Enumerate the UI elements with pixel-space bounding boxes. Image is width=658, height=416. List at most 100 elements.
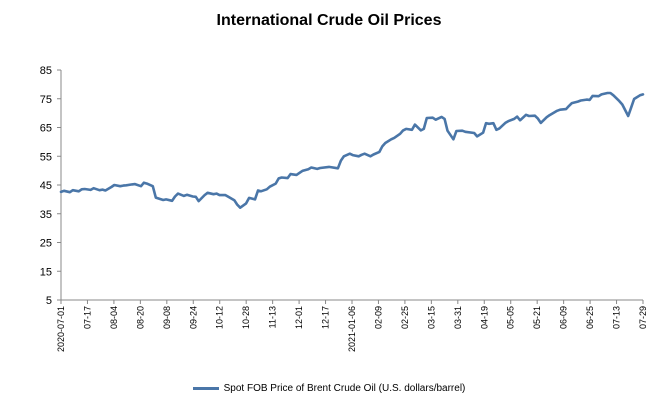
- data-point: [516, 116, 518, 118]
- data-point: [452, 138, 454, 140]
- data-point: [352, 154, 354, 156]
- data-point: [146, 183, 148, 185]
- data-point: [171, 200, 173, 202]
- data-point: [461, 130, 463, 132]
- y-tick-label: 75: [40, 94, 52, 106]
- data-point: [370, 155, 372, 157]
- data-point: [81, 188, 83, 190]
- data-point: [528, 115, 530, 117]
- data-point: [162, 199, 164, 201]
- data-point: [473, 132, 475, 134]
- x-tick-label: 06-09: [559, 306, 569, 329]
- data-point: [414, 124, 416, 126]
- chart-title: International Crude Oil Prices: [216, 12, 442, 29]
- data-point: [125, 184, 127, 186]
- x-tick-label: 07-17: [82, 306, 92, 329]
- y-tick-label: 85: [40, 65, 52, 77]
- series-line-brent: [59, 91, 645, 209]
- y-tick-label: 25: [40, 238, 52, 250]
- data-point: [269, 186, 271, 188]
- x-tick-label: 07-13: [612, 306, 622, 329]
- x-tick-label: 07-29: [638, 306, 648, 329]
- data-point: [63, 190, 65, 192]
- data-point: [633, 98, 635, 100]
- x-tick-label: 09-24: [188, 306, 198, 329]
- data-point: [337, 167, 339, 169]
- data-point: [559, 109, 561, 111]
- x-tick-label: 02-25: [400, 306, 410, 329]
- data-point: [411, 129, 413, 131]
- data-point: [174, 196, 176, 198]
- x-tick-label: 03-31: [453, 306, 463, 329]
- data-point: [198, 200, 200, 202]
- data-point: [476, 135, 478, 137]
- data-point: [423, 128, 425, 130]
- data-point: [266, 188, 268, 190]
- data-point: [504, 122, 506, 124]
- data-point: [612, 94, 614, 96]
- x-tick-label: 06-25: [585, 306, 595, 329]
- y-tick-label: 45: [40, 180, 52, 192]
- x-tick-label: 09-08: [162, 306, 172, 329]
- data-point: [104, 190, 106, 192]
- data-point: [435, 119, 437, 121]
- data-point: [534, 115, 536, 117]
- data-point: [464, 131, 466, 133]
- data-point: [618, 100, 620, 102]
- data-point: [492, 122, 494, 124]
- data-point: [639, 94, 641, 96]
- data-point: [609, 92, 611, 94]
- data-point: [183, 195, 185, 197]
- data-point: [507, 120, 509, 122]
- data-point: [390, 138, 392, 140]
- data-point: [455, 130, 457, 132]
- data-point: [420, 129, 422, 131]
- x-tick-label: 08-04: [109, 306, 119, 329]
- x-tick-label: 11-13: [268, 306, 278, 328]
- x-tick-label: 10-12: [215, 306, 225, 329]
- data-point: [343, 155, 345, 157]
- data-point: [592, 95, 594, 97]
- data-point: [485, 122, 487, 124]
- data-point: [143, 182, 145, 184]
- data-point: [373, 154, 375, 156]
- data-point: [513, 118, 515, 120]
- data-point: [165, 198, 167, 200]
- data-point: [556, 110, 558, 112]
- data-point: [568, 105, 570, 107]
- data-point: [447, 130, 449, 132]
- y-tick-label: 15: [40, 266, 52, 278]
- data-point: [627, 115, 629, 117]
- data-point: [110, 186, 112, 188]
- y-tick-label: 35: [40, 209, 52, 221]
- data-point: [254, 198, 256, 200]
- data-point: [219, 194, 221, 196]
- data-point: [275, 183, 277, 185]
- data-point: [402, 129, 404, 131]
- data-point: [316, 168, 318, 170]
- data-point: [571, 102, 573, 104]
- x-tick-label: 03-15: [426, 306, 436, 329]
- data-point: [113, 184, 115, 186]
- data-point: [152, 185, 154, 187]
- data-point: [93, 187, 95, 189]
- data-point: [361, 154, 363, 156]
- data-point: [207, 192, 209, 194]
- data-point: [399, 133, 401, 135]
- data-point: [298, 172, 300, 174]
- data-point: [495, 129, 497, 131]
- data-point: [426, 117, 428, 119]
- x-tick-label: 04-19: [479, 306, 489, 329]
- data-point: [488, 123, 490, 125]
- data-point: [498, 127, 500, 129]
- data-point: [393, 137, 395, 139]
- data-point: [525, 114, 527, 116]
- x-tick-label: 02-09: [373, 306, 383, 329]
- data-point: [340, 160, 342, 162]
- data-point: [598, 95, 600, 97]
- data-point: [580, 100, 582, 102]
- x-tick-label: 05-21: [532, 306, 542, 329]
- data-point: [281, 177, 283, 179]
- x-tick-label: 2020-07-01: [56, 306, 66, 352]
